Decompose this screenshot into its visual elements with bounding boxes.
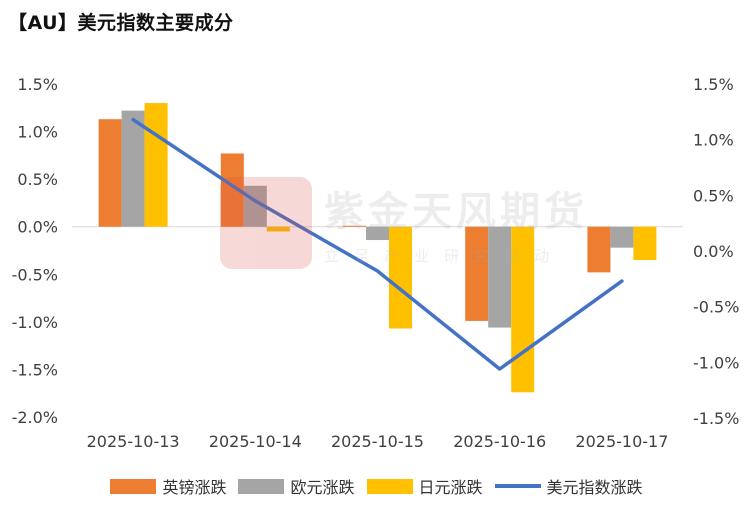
bar-jpy-2025-10-16 [511, 226, 535, 393]
y-right-tick-label: 1.0% [693, 131, 734, 150]
y-right-tick-label: -1.0% [693, 353, 739, 372]
y-left-tick-label: -2.0% [12, 408, 58, 427]
legend-item-gbp: 英镑涨跌 [110, 474, 226, 498]
bar-gbp-2025-10-17 [587, 226, 611, 273]
legend-swatch-gbp [110, 478, 157, 494]
bar-gbp-2025-10-16 [465, 226, 489, 321]
y-right-tick-label: -1.5% [693, 409, 739, 428]
y-left-tick-label: 1.5% [17, 75, 58, 94]
legend-item-eur: 欧元涨跌 [238, 474, 355, 498]
bar-eur-2025-10-17 [610, 226, 634, 248]
bar-jpy-2025-10-14 [266, 226, 290, 232]
y-left-tick-label: -1.5% [12, 360, 58, 379]
x-tick-label: 2025-10-13 [87, 432, 180, 451]
bar-gbp-2025-10-14 [220, 153, 244, 227]
bar-jpy-2025-10-17 [633, 226, 657, 261]
legend-swatch-eur [238, 478, 285, 494]
legend-item-jpy: 日元涨跌 [366, 474, 483, 498]
legend-line-dxy [494, 484, 541, 488]
x-tick-label: 2025-10-17 [575, 432, 668, 451]
y-right-tick-label: 0.0% [693, 242, 734, 261]
y-right-tick-label: -0.5% [693, 298, 739, 317]
y-left-tick-label: -1.0% [12, 313, 58, 332]
bar-jpy-2025-10-15 [389, 226, 412, 329]
y-left-tick-label: -0.5% [12, 265, 58, 284]
bar-gbp-2025-10-13 [98, 119, 122, 227]
y-right-tick-label: 1.5% [693, 75, 734, 94]
legend-label-gbp: 英镑涨跌 [162, 478, 227, 497]
chart-title: 【AU】美元指数主要成分 [8, 12, 234, 34]
bar-eur-2025-10-16 [488, 226, 512, 328]
legend-swatch-jpy [366, 478, 413, 494]
x-tick-label: 2025-10-14 [209, 432, 302, 451]
y-left-tick-label: 0.5% [17, 170, 58, 189]
legend-label-jpy: 日元涨跌 [418, 478, 483, 497]
y-left-tick-label: 0.0% [17, 218, 58, 237]
bar-eur-2025-10-15 [366, 226, 389, 241]
chart-legend: 英镑涨跌 欧元涨跌 日元涨跌 美元指数涨跌 [0, 473, 753, 499]
y-right-tick-label: 0.5% [693, 186, 734, 205]
legend-label-eur: 欧元涨跌 [290, 478, 355, 497]
bar-eur-2025-10-13 [121, 110, 145, 227]
bar-gbp-2025-10-15 [343, 225, 366, 227]
line-dxy [131, 117, 624, 371]
legend-item-dxy: 美元指数涨跌 [494, 474, 643, 498]
y-left-tick-label: 1.0% [17, 123, 58, 142]
chart-plot: 1.5% 1.0% 0.5% 0.0% -0.5% -1.0% -1.5% -2.0% 1.5%… [12, 75, 740, 451]
x-tick-label: 2025-10-15 [331, 432, 424, 451]
legend-label-dxy: 美元指数涨跌 [546, 478, 643, 497]
x-tick-label: 2025-10-16 [453, 432, 546, 451]
bar-jpy-2025-10-13 [144, 103, 168, 227]
